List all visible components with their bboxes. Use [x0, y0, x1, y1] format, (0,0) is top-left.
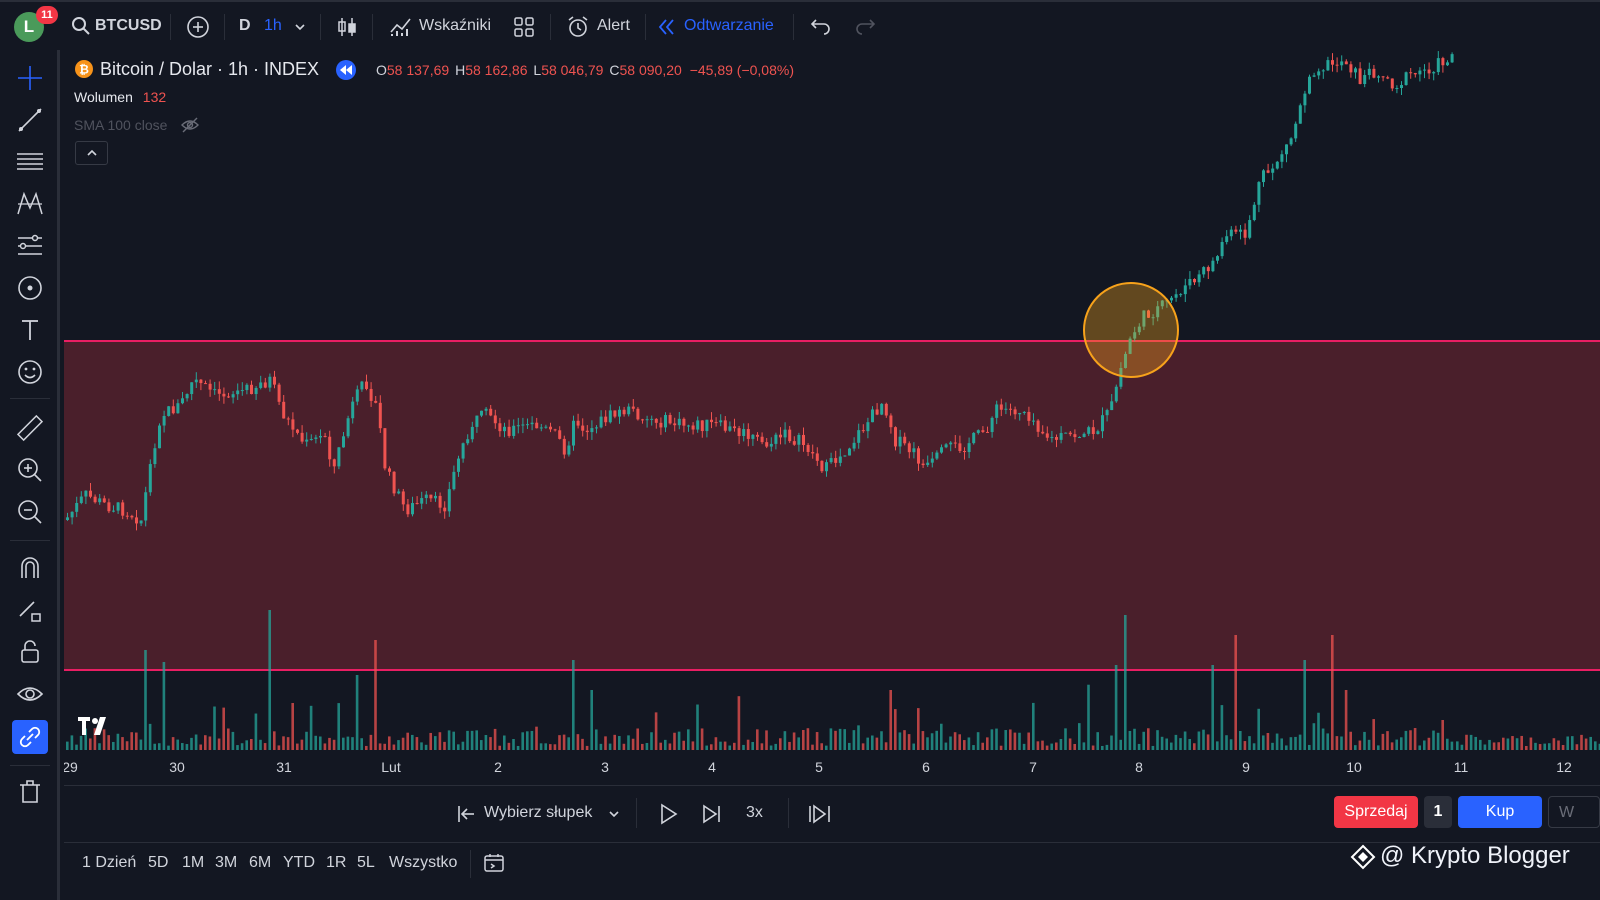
interval-day[interactable]: D [239, 17, 251, 34]
time-axis-label: 12 [1556, 759, 1572, 775]
highlight-circle[interactable] [1083, 282, 1179, 378]
replay-speed-button[interactable]: 3x [746, 804, 763, 821]
range-button[interactable]: 6M [249, 854, 272, 871]
emoji-icon[interactable] [14, 356, 46, 388]
jump-to-realtime-icon[interactable] [807, 802, 833, 826]
time-axis-label: 10 [1346, 759, 1362, 775]
search-icon[interactable] [70, 15, 92, 37]
more-trading-button[interactable]: W [1548, 796, 1600, 828]
time-axis-label: 9 [1242, 759, 1250, 775]
chevron-up-icon [87, 149, 97, 156]
time-axis-label: 31 [276, 759, 292, 775]
svg-text:₿: ₿ [79, 63, 89, 77]
range-button[interactable]: 5L [357, 854, 375, 871]
time-axis-label: 5 [815, 759, 823, 775]
time-axis-label: 30 [169, 759, 185, 775]
time-axis-label: 3 [601, 759, 609, 775]
layouts-icon[interactable] [511, 14, 537, 40]
time-axis-label: 11 [1454, 759, 1469, 775]
range-button[interactable]: YTD [283, 854, 315, 871]
link-icon [19, 726, 41, 748]
quantity-field[interactable]: 1 [1424, 796, 1452, 828]
goto-date-icon[interactable] [482, 851, 506, 875]
eye-icon[interactable] [14, 678, 46, 710]
pencil-lock-icon[interactable] [14, 594, 46, 626]
range-button[interactable]: 1R [326, 854, 347, 871]
time-axis-label: 8 [1135, 759, 1143, 775]
sell-button[interactable]: Sprzedaj [1334, 796, 1418, 828]
tradingview-logo [78, 717, 106, 735]
ohlc-values: O58 137,69 H58 162,86 L58 046,79 C58 090… [376, 62, 794, 78]
time-axis-label: 2 [494, 759, 502, 775]
zoom-in-icon[interactable] [14, 454, 46, 486]
range-bar [64, 842, 1600, 900]
time-axis-label: 29 [64, 759, 78, 775]
add-symbol-icon[interactable] [185, 14, 211, 40]
time-axis-label: 4 [708, 759, 716, 775]
symbol-title[interactable]: Bitcoin / Dolar · 1h · INDEX [100, 59, 320, 79]
time-axis-label: Lut [381, 759, 401, 775]
trash-icon[interactable] [14, 776, 46, 808]
chart-pane[interactable]: 29 30 31 Lut 2 3 4 5 6 7 8 9 10 11 12 [64, 50, 1600, 785]
sma-legend[interactable]: SMA 100 close [74, 117, 168, 133]
select-bar-icon[interactable] [455, 803, 477, 825]
range-button[interactable]: 1M [182, 854, 205, 871]
price-chart[interactable]: 29 30 31 Lut 2 3 4 5 6 7 8 9 10 11 12 [64, 50, 1600, 785]
chevron-down-icon[interactable] [292, 19, 308, 35]
fib-icon[interactable] [14, 146, 46, 178]
step-forward-icon[interactable] [700, 802, 724, 826]
play-icon[interactable] [656, 802, 680, 826]
bitcoin-icon: ₿ [75, 60, 93, 78]
notification-badge: 11 [36, 6, 58, 24]
crosshair-icon[interactable] [14, 62, 46, 94]
volume-bars [66, 610, 1600, 750]
link-button[interactable] [12, 720, 48, 754]
time-axis-label: 6 [922, 759, 930, 775]
indicators-button[interactable]: Wskaźniki [419, 17, 492, 34]
undo-icon[interactable] [808, 14, 834, 40]
time-axis-label: 7 [1029, 759, 1037, 775]
ruler-icon[interactable] [14, 412, 46, 444]
replay-indicator-button[interactable] [336, 60, 356, 80]
range-button[interactable]: 5D [148, 854, 169, 871]
collapse-legend-button[interactable] [75, 141, 108, 165]
volume-legend[interactable]: Wolumen 132 [74, 89, 167, 105]
indicators-icon[interactable] [388, 14, 414, 40]
resistance-zone [64, 341, 1600, 670]
time-axis[interactable]: 29 30 31 Lut 2 3 4 5 6 7 8 9 10 11 12 [64, 759, 1572, 775]
symbol-search[interactable]: BTCUSD [95, 17, 162, 34]
pattern-icon[interactable] [14, 188, 46, 220]
replay-button[interactable]: Odtwarzanie [684, 17, 774, 34]
trendline-icon[interactable] [14, 104, 46, 136]
replay-icon[interactable] [656, 16, 678, 38]
redo-icon[interactable] [852, 14, 878, 40]
diamond-logo-icon [1350, 844, 1376, 870]
buy-button[interactable]: Kup [1458, 796, 1542, 828]
alert-clock-icon[interactable] [565, 14, 591, 40]
chevron-down-icon[interactable] [606, 806, 622, 822]
interval-1h[interactable]: 1h [264, 17, 282, 34]
candles-icon[interactable] [334, 14, 360, 40]
zoom-out-icon[interactable] [14, 496, 46, 528]
select-bar-button[interactable]: Wybierz słupek [484, 804, 593, 821]
drawing-toolbar [0, 50, 60, 900]
alert-button[interactable]: Alert [597, 17, 630, 34]
lock-icon[interactable] [14, 636, 46, 668]
top-toolbar: L 11 BTCUSD D 1h Wskaźniki [0, 0, 1600, 50]
range-button[interactable]: 1 Dzień [82, 854, 137, 871]
range-button[interactable]: Wszystko [389, 854, 458, 871]
shapes-icon[interactable] [14, 272, 46, 304]
candlesticks [66, 51, 1454, 531]
magnet-icon[interactable] [14, 552, 46, 584]
forecast-icon[interactable] [14, 230, 46, 262]
text-icon[interactable] [14, 314, 46, 346]
rewind-icon [340, 65, 352, 75]
range-button[interactable]: 3M [215, 854, 238, 871]
hidden-eye-icon[interactable] [180, 116, 200, 134]
